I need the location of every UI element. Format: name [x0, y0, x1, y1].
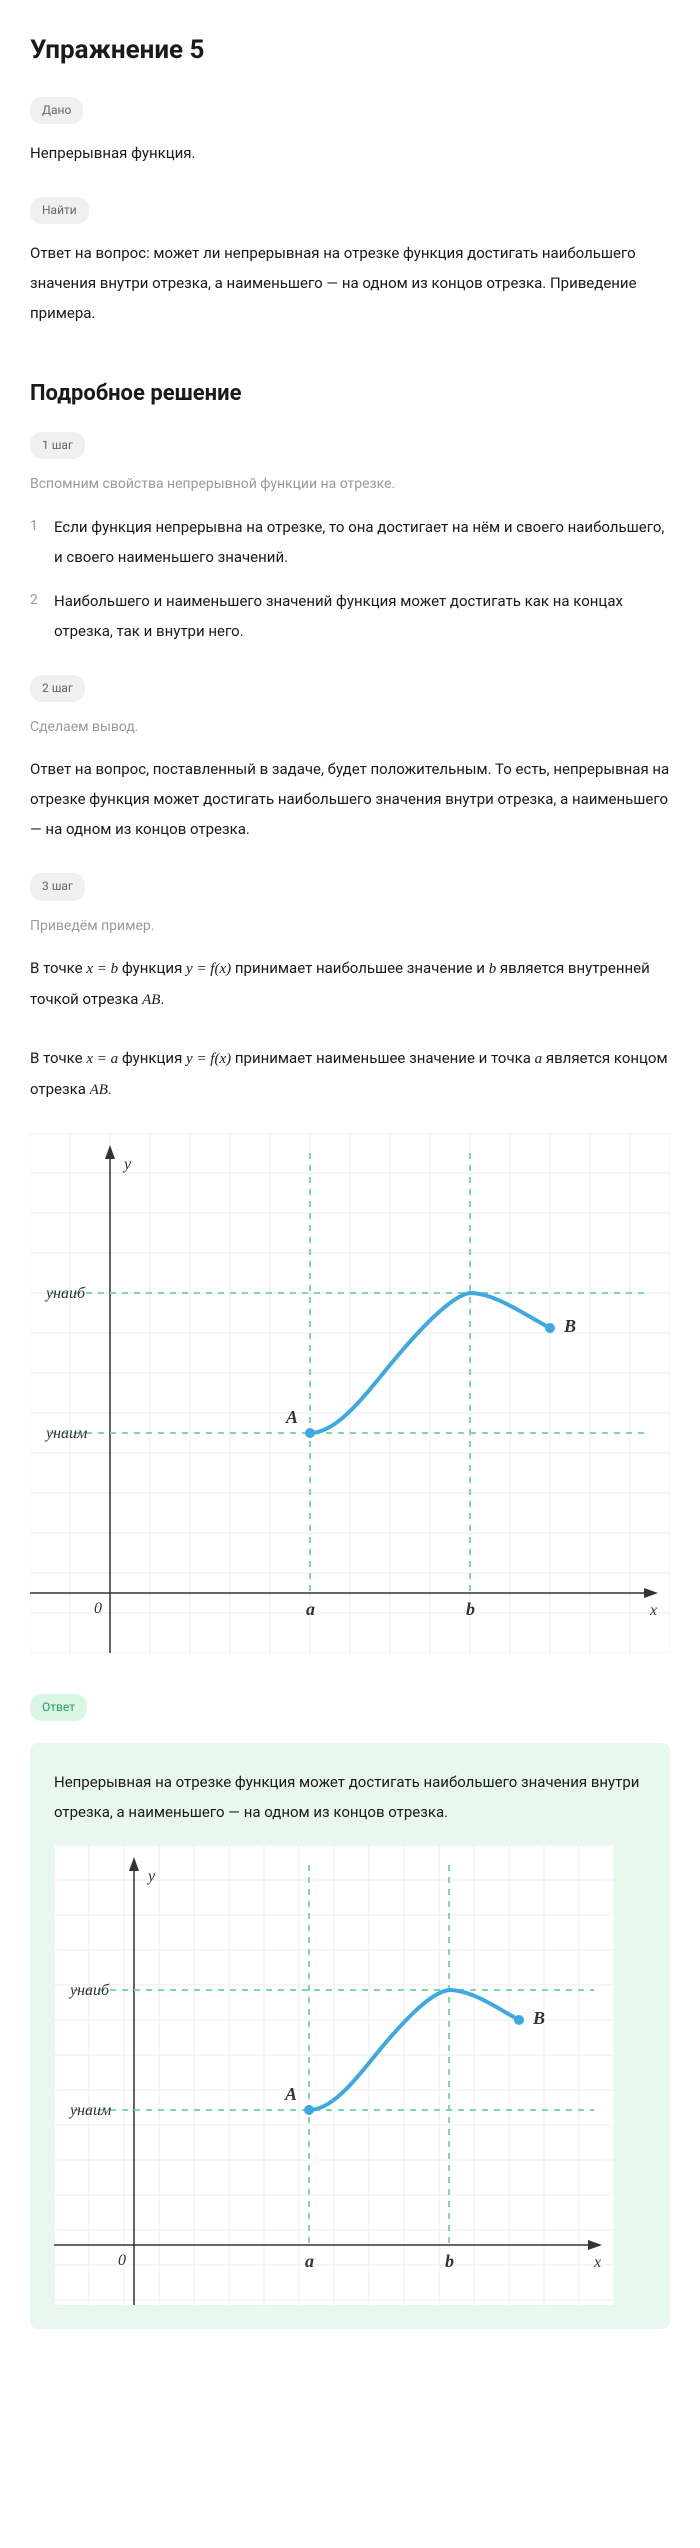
svg-text:0: 0 — [94, 1600, 102, 1617]
step1-label: Вспомним свойства непрерывной функции на… — [30, 473, 670, 495]
svg-text:B: B — [563, 1316, 576, 1336]
step2-text: Ответ на вопрос, поставленный в задаче, … — [30, 754, 670, 844]
answer-badge: Ответ — [30, 1694, 87, 1721]
answer-text: Непрерывная на отрезке функция может дос… — [54, 1767, 646, 1827]
chart-main: y x 0 a b A Byнаиб yнаим — [30, 1133, 670, 1653]
svg-text:a: a — [306, 1599, 315, 1619]
step1-list: Если функция непрерывна на отрезке, то о… — [30, 512, 670, 646]
find-text: Ответ на вопрос: может ли непрерывная на… — [30, 238, 670, 328]
step3-label: Приведём пример. — [30, 915, 670, 937]
svg-text:yнаиб: yнаиб — [68, 1982, 110, 1999]
answer-box: Непрерывная на отрезке функция может дос… — [30, 1743, 670, 2329]
svg-text:b: b — [466, 1599, 475, 1619]
page-title: Упражнение 5 — [30, 30, 670, 72]
list-item: Наибольшего и наименьшего значений функц… — [54, 586, 670, 646]
svg-text:yнаиб: yнаиб — [44, 1285, 86, 1302]
svg-text:yнаим: yнаим — [44, 1425, 87, 1442]
svg-text:A: A — [285, 1407, 298, 1427]
step2-label: Сделаем вывод. — [30, 716, 670, 738]
svg-text:a: a — [305, 2251, 314, 2271]
step2-badge: 2 шаг — [30, 675, 85, 702]
solution-heading: Подробное решение — [30, 376, 670, 411]
svg-text:yнаим: yнаим — [68, 2102, 111, 2119]
step3-badge: 3 шаг — [30, 873, 85, 900]
svg-text:A: A — [284, 2084, 297, 2104]
svg-text:B: B — [532, 2008, 545, 2028]
svg-text:x: x — [593, 2254, 601, 2271]
chart-answer: y x 0 a b A Byнаиб yнаим — [54, 1845, 646, 2305]
svg-text:b: b — [445, 2251, 454, 2271]
svg-text:y: y — [122, 1156, 132, 1173]
list-item: Если функция непрерывна на отрезке, то о… — [54, 512, 670, 572]
svg-text:x: x — [649, 1602, 657, 1619]
find-badge: Найти — [30, 197, 89, 224]
step1-badge: 1 шаг — [30, 432, 85, 459]
given-text: Непрерывная функция. — [30, 138, 670, 168]
given-badge: Дано — [30, 97, 83, 124]
step3-para1: В точке x = b функция y = f(x) принимает… — [30, 953, 670, 1015]
svg-text:y: y — [146, 1868, 156, 1885]
svg-text:0: 0 — [118, 2252, 126, 2269]
step3-para2: В точке x = a функция y = f(x) принимает… — [30, 1043, 670, 1105]
